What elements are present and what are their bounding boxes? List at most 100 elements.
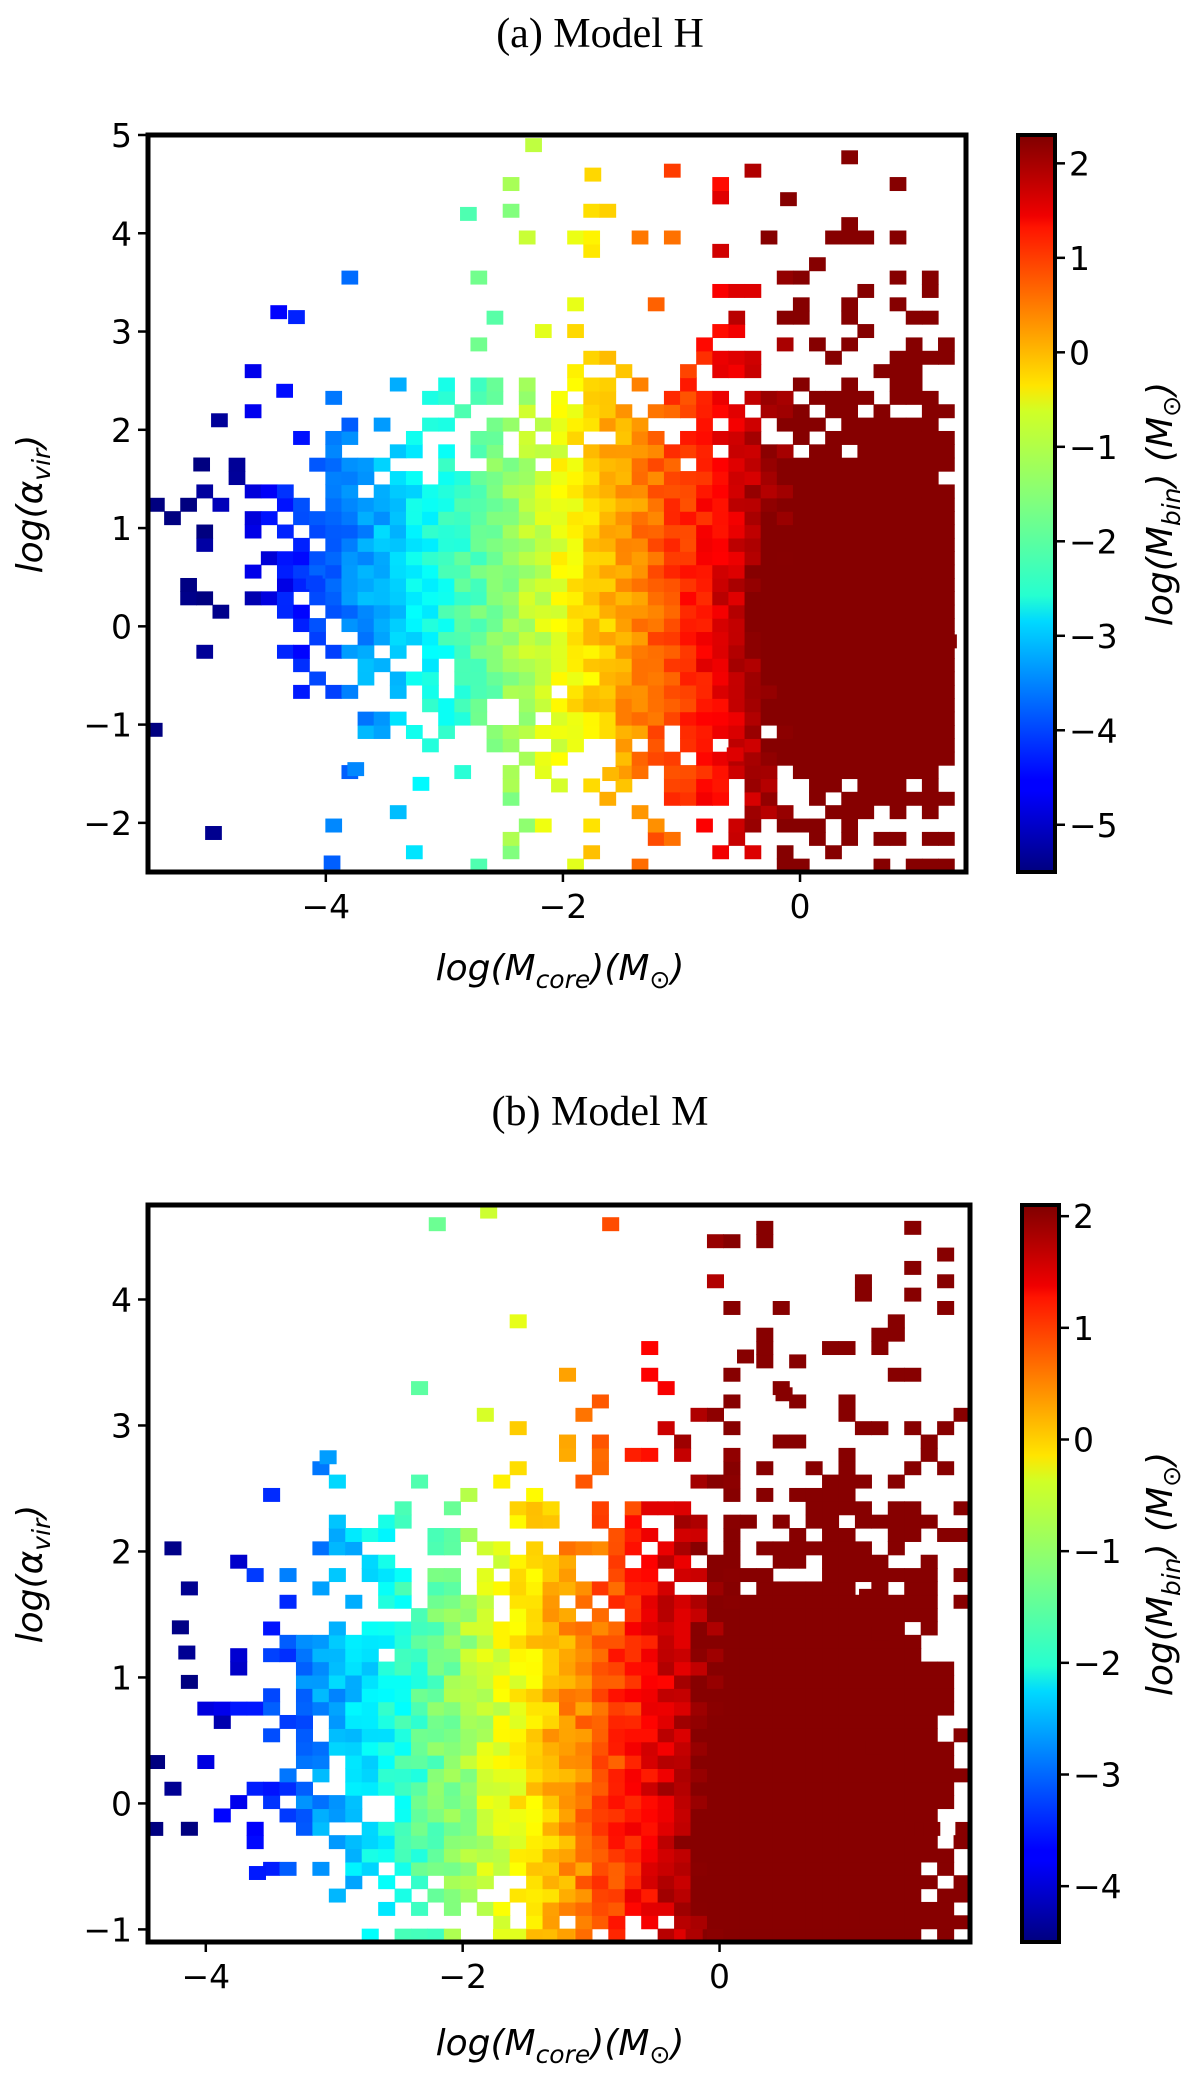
heatmap-cell [663,778,681,793]
heatmap-cell [615,524,633,539]
heatmap-cell [460,1835,478,1850]
heatmap-cell [470,858,488,873]
heatmap-cell [696,765,713,780]
heatmap-cell [591,1888,609,1903]
heatmap-cell [921,698,939,713]
heatmap-cell [739,1861,757,1876]
heatmap-cell [690,1714,708,1729]
heatmap-cell [427,1528,445,1542]
heatmap-cell [712,551,730,566]
heatmap-cell [476,1674,494,1689]
heatmap-cell [470,618,488,633]
heatmap-cell [325,444,343,459]
heatmap-cell [411,1474,429,1489]
heatmap-cell [887,1621,905,1636]
heatmap-cell [551,537,568,552]
heatmap-cell [841,684,859,699]
heatmap-cell [809,631,826,646]
heatmap-cell [937,1701,955,1716]
heatmap-cell [723,1915,741,1930]
heatmap-cell [772,1768,790,1783]
heatmap-cell [857,444,875,459]
heatmap-cell [760,577,778,592]
heatmap-cell [460,1608,478,1623]
heatmap-cell [857,537,875,552]
heatmap-cell [674,1621,692,1636]
heatmap-cell [728,430,746,445]
heatmap-cell [551,671,568,686]
heatmap-cell [509,1661,527,1676]
heatmap-cell [921,457,939,472]
heatmap-cell [889,591,907,606]
heatmap-cell [405,604,423,619]
heatmap-cell [575,1795,593,1810]
heatmap-cell [443,1861,461,1876]
heatmap-cell [328,1701,346,1716]
heatmap-cell [760,711,778,726]
heatmap-cell [518,698,536,713]
heatmap-cell [460,1741,478,1756]
heatmap-cell [825,711,842,726]
heatmap-cell [938,618,955,633]
heatmap-cell [378,1755,396,1769]
heatmap-cell [309,511,326,526]
heatmap-cell [470,537,488,552]
heatmap-cell [260,591,278,606]
heatmap-cell [551,577,568,592]
heatmap-cell [706,1808,724,1823]
heatmap-cell [647,497,665,512]
heatmap-cell [871,1701,889,1716]
heatmap-cell [723,1528,741,1542]
heatmap-cell [328,1674,346,1689]
heatmap-cell [476,1608,494,1623]
heatmap-cell [263,1487,281,1502]
heatmap-cell [809,671,826,686]
heatmap-cell [567,377,584,392]
heatmap-cell [647,444,665,459]
heatmap-cell [373,618,391,633]
heatmap-cell [756,1901,774,1916]
heatmap-cell [937,1928,955,1943]
heatmap-cell [838,1741,856,1756]
heatmap-cell [723,1514,741,1529]
heatmap-cell [526,1688,544,1703]
heatmap-cell [631,805,649,820]
heatmap-cell [583,604,601,619]
heatmap-cell [739,1688,757,1703]
heatmap-cell [873,631,891,646]
heatmap-cell [518,497,536,512]
heatmap-cell [493,1741,511,1756]
heatmap-cell [518,644,536,659]
heatmap-cell [357,724,375,739]
heatmap-cell [559,1808,577,1823]
heatmap-cell [838,1474,856,1489]
heatmap-cell [674,1861,692,1876]
heatmap-cell [394,1648,412,1663]
heatmap-cell [873,484,891,499]
heatmap-cell [443,1741,461,1756]
heatmap-cell [583,711,601,726]
heatmap-cell [583,684,601,699]
heatmap-cell [760,658,778,673]
heatmap-cell [394,1928,412,1943]
heatmap-cell [841,738,859,753]
heatmap-cell [920,1728,938,1743]
heatmap-cell [378,1621,396,1636]
heatmap-cell [263,1861,281,1876]
heatmap-cell [615,711,633,726]
heatmap-cell [657,1795,675,1810]
heatmap-cell [591,1688,609,1703]
heatmap-cell [378,1835,396,1850]
heatmap-cell [696,337,713,352]
heatmap-cell [341,537,359,552]
heatmap-cell [873,417,891,432]
heatmap-cell [889,551,907,566]
heatmap-cell [706,1661,724,1676]
heatmap-cell [438,524,455,539]
heatmap-cell [920,1915,938,1930]
heatmap-cell [760,751,778,766]
heatmap-cell [422,577,439,592]
heatmap-cell [476,1808,494,1823]
heatmap-cell [244,364,262,379]
